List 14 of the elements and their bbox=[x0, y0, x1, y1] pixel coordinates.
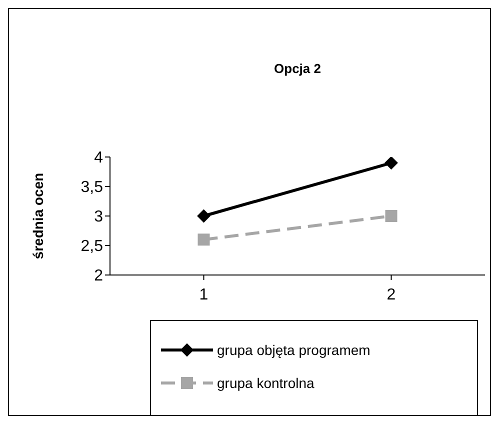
y-tick-label: 3 bbox=[94, 208, 104, 226]
point bbox=[197, 210, 210, 222]
point bbox=[385, 210, 398, 222]
y-axis-title: średnia ocen bbox=[30, 172, 46, 260]
y-tick-label: 2 bbox=[94, 268, 104, 285]
legend-label: grupa objęta programem bbox=[217, 342, 370, 358]
y-tick-label: 4 bbox=[94, 150, 104, 167]
chart-title: Opcja 2 bbox=[273, 61, 322, 76]
y-tick-label: 3,5 bbox=[80, 179, 104, 196]
y-tick-label: 2,5 bbox=[80, 238, 104, 256]
point bbox=[384, 157, 398, 170]
x-tick-label: 1 bbox=[199, 286, 208, 304]
point bbox=[198, 234, 210, 246]
legend-label: grupa kontrolna bbox=[217, 374, 314, 390]
